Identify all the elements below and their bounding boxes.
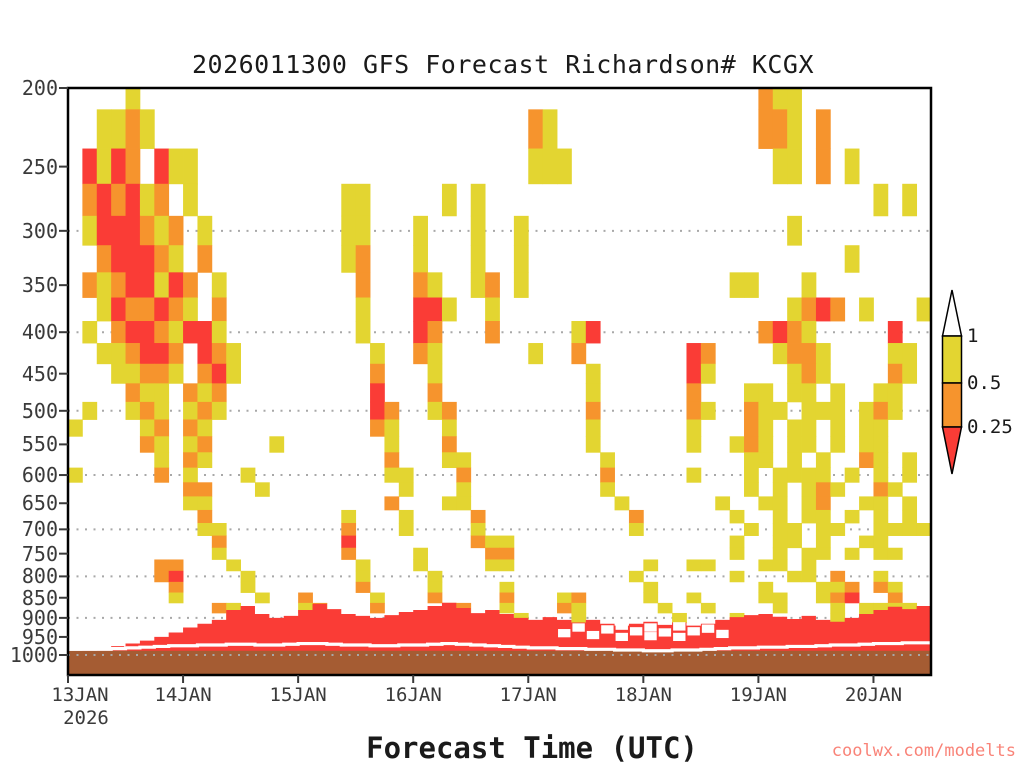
y-tick-label-350: 350 — [21, 273, 58, 298]
x-tick-label-19JAN: 19JAN — [729, 684, 787, 706]
y-tick-label-450: 450 — [21, 361, 58, 386]
y-tick-label-200: 200 — [21, 76, 58, 100]
y-tick-label-400: 400 — [21, 320, 58, 345]
y-tick-label-300: 300 — [21, 218, 58, 243]
y-tick-label-800: 800 — [21, 564, 58, 589]
x-tick-label-13JAN: 13JAN — [51, 684, 109, 706]
y-tick-label-850: 850 — [21, 585, 58, 610]
legend-label-0.25: 0.25 — [967, 416, 1013, 438]
legend-label-1: 1 — [967, 325, 979, 347]
x-axis-year-label: 2026 — [63, 707, 109, 729]
y-tick-label-700: 700 — [21, 517, 58, 542]
y-tick-label-650: 650 — [21, 491, 58, 516]
x-tick-label-17JAN: 17JAN — [499, 684, 557, 706]
y-tick-label-250: 250 — [21, 154, 58, 179]
x-tick-label-16JAN: 16JAN — [384, 684, 442, 706]
y-tick-label-1000: 1000 — [9, 643, 58, 667]
y-tick-label-600: 600 — [21, 463, 58, 488]
y-tick-label-750: 750 — [21, 541, 58, 566]
y-tick-label-550: 550 — [21, 432, 58, 457]
x-tick-label-18JAN: 18JAN — [614, 684, 672, 706]
x-tick-label-15JAN: 15JAN — [269, 684, 327, 706]
y-tick-label-950: 950 — [21, 624, 58, 649]
y-tick-label-900: 900 — [21, 605, 58, 630]
y-tick-label-500: 500 — [21, 398, 58, 423]
x-tick-label-14JAN: 14JAN — [154, 684, 212, 706]
x-tick-label-20JAN: 20JAN — [844, 684, 903, 706]
x-axis-label: Forecast Time (UTC) — [366, 731, 698, 765]
watermark-text: coolwx.com/modelts — [831, 741, 1016, 761]
legend-label-0.5: 0.5 — [967, 372, 1002, 394]
chart-title: 2026011300 GFS Forecast Richardson# KCGX — [191, 50, 815, 79]
